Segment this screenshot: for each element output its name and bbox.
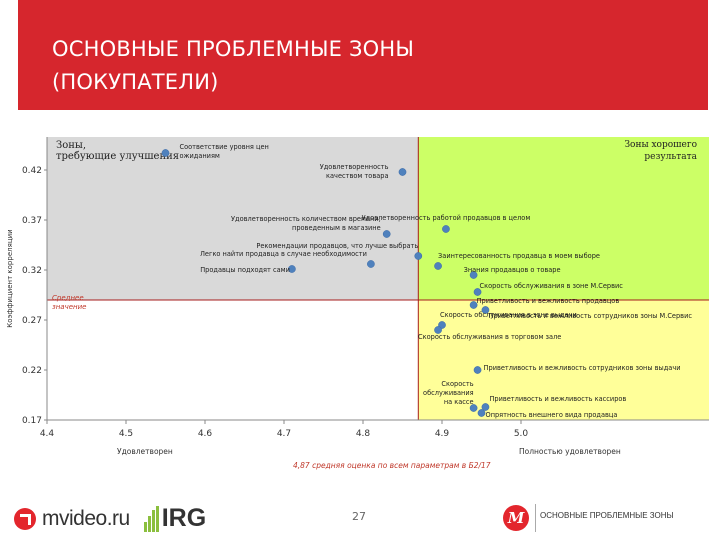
irg-brand: IRG	[161, 504, 207, 532]
x-tick-label: 4.9	[435, 429, 450, 439]
data-point-label: Продавцы подходят сами	[200, 266, 290, 274]
data-point	[288, 265, 296, 273]
page-number: 27	[352, 510, 366, 523]
data-point-label: на кассе	[444, 398, 474, 406]
good-zone-label: результата	[644, 152, 697, 162]
x-tick-label: 4.4	[40, 429, 55, 439]
data-point	[434, 262, 442, 270]
data-point	[477, 409, 486, 417]
x-tick-label: 4.5	[119, 429, 133, 439]
problem-zone-label: Зоны,	[56, 140, 86, 151]
m-logo-icon: M	[503, 505, 529, 531]
header-banner: ОСНОВНЫЕ ПРОБЛЕМНЫЕ ЗОНЫ (ПОКУПАТЕЛИ)	[18, 0, 708, 110]
x-tick-label: 4.6	[198, 429, 213, 439]
data-point-label: Удовлетворенность	[320, 163, 389, 171]
data-point-label: проведенным в магазине	[292, 224, 381, 232]
data-point-label: обслуживания	[423, 389, 474, 397]
data-point	[438, 321, 446, 329]
problem-zone-area	[47, 137, 419, 300]
good-zone-area	[418, 137, 709, 300]
data-point	[382, 230, 391, 238]
data-point-label: Приветливость и вежливость сотрудников з…	[484, 364, 681, 372]
data-point-label: Приветливость и вежливость кассиров	[489, 395, 626, 403]
y-tick-label: 0.37	[22, 216, 42, 226]
data-point-label: Знания продавцов о товаре	[464, 266, 561, 274]
data-point-label: Скорость	[441, 380, 473, 388]
footer-caption: ОСНОВНЫЕ ПРОБЛЕМНЫЕ ЗОНЫ	[540, 511, 674, 520]
footer-logos: mvideo.ru IRG	[14, 504, 206, 533]
reference-note: 4,87 средняя оценка по всем параметрам в…	[293, 461, 491, 470]
data-point-label: Легко найти продавца в случае необходимо…	[200, 250, 367, 258]
y-tick-label: 0.32	[22, 266, 42, 276]
data-point-label: Скорость обслуживания в торговом зале	[418, 333, 561, 341]
data-point-label: Приветливость и вежливость продавцов	[477, 297, 620, 305]
x-tick-label: 4.7	[277, 429, 291, 439]
data-point	[469, 404, 478, 412]
data-point	[367, 260, 375, 268]
data-point	[469, 301, 478, 309]
data-point-label: Заинтересованность продавца в моем выбор…	[438, 252, 600, 260]
y-tick-label: 0.27	[22, 316, 42, 326]
data-point	[473, 288, 482, 296]
data-point-label: Удовлетворенность количеством времени,	[231, 215, 381, 223]
mid-zone-area	[418, 300, 709, 420]
mvideo-brand: mvideo.ru	[42, 506, 130, 530]
data-point-label: Скорость обслуживания в зоне М.Сервис	[480, 282, 624, 290]
data-point	[398, 168, 407, 176]
mean-value-label: значение	[52, 303, 86, 311]
problem-zone-label: требующие улучшения	[56, 151, 179, 162]
data-point	[414, 252, 423, 260]
data-point-label: качеством товара	[326, 172, 388, 180]
x-end-label-right: Полностью удовлетворен	[519, 447, 621, 456]
data-point	[469, 271, 478, 279]
divider	[535, 504, 536, 532]
x-tick-label: 4.8	[356, 429, 371, 439]
irg-logo: IRG	[143, 504, 207, 533]
data-point-label: Рекомендации продавцов, что лучше выбрат…	[256, 242, 418, 250]
data-point	[434, 326, 442, 334]
data-point-label: Скорость обслуживания в зоне выдачи	[440, 311, 577, 319]
x-end-label-left: Удовлетворен	[117, 447, 173, 456]
page-title-line2: (ПОКУПАТЕЛИ)	[52, 70, 219, 94]
data-point	[442, 225, 450, 233]
mvideo-logo-icon	[14, 507, 36, 530]
y-axis-label: Коэффициент корреляции	[6, 229, 14, 327]
data-point	[481, 306, 490, 314]
data-point	[473, 366, 482, 374]
data-point	[161, 149, 170, 157]
data-point-label: Удовлетворенность работой продавцов в це…	[362, 214, 531, 222]
x-tick-label: 5.0	[514, 429, 529, 439]
irg-bars-icon	[143, 505, 160, 532]
y-tick-label: 0.17	[22, 416, 42, 426]
page-title-line1: ОСНОВНЫЕ ПРОБЛЕМНЫЕ ЗОНЫ	[52, 37, 415, 61]
data-point	[481, 403, 490, 411]
data-point-label: ожиданиям	[180, 152, 220, 160]
page-title: ОСНОВНЫЕ ПРОБЛЕМНЫЕ ЗОНЫ (ПОКУПАТЕЛИ)	[52, 33, 414, 99]
y-tick-label: 0.22	[22, 366, 42, 376]
data-point-label: Соответствие уровня цен	[180, 143, 269, 151]
good-zone-label: Зоны хорошего	[624, 140, 697, 150]
data-point-label: Опрятность внешнего вида продавца	[486, 411, 618, 419]
mean-value-label: Среднее	[52, 294, 84, 302]
y-tick-label: 0.42	[22, 166, 42, 176]
data-point-label: Приветливость и вежливость сотрудников з…	[488, 312, 692, 320]
